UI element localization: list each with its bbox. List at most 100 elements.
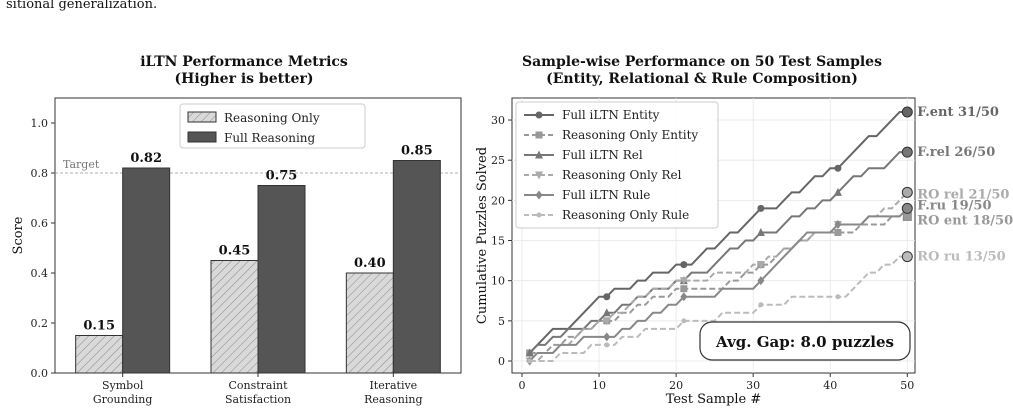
plot-frame: [511, 97, 916, 374]
y-tick-label: 25: [491, 154, 505, 167]
y-tick-label: 30: [491, 114, 505, 127]
y-axis-label: Cumulative Puzzles Solved: [475, 147, 490, 324]
x-tick-label: Satisfaction: [225, 393, 291, 406]
bar: [257, 185, 306, 374]
y-tick-label: 1.0: [31, 117, 49, 130]
y-tick-label: 0.0: [31, 367, 49, 380]
legend: [515, 101, 719, 229]
y-tick-label: 5: [498, 315, 505, 328]
x-tick-label: Iterative: [369, 379, 417, 392]
bar-value-label: 0.40: [354, 256, 386, 271]
legend-label: Full iLTN Entity: [562, 108, 660, 122]
series-end-marker: [901, 106, 913, 118]
legend-label: Reasoning Only Entity: [562, 128, 698, 142]
y-tick-label: 0.4: [31, 267, 49, 280]
x-axis-label: Test Sample #: [666, 392, 762, 407]
x-tick-label: Grounding: [93, 393, 153, 406]
series-marker: [535, 150, 543, 159]
bar: [122, 167, 171, 374]
legend-label: Reasoning Only: [224, 111, 320, 125]
chart-title-line1: Sample-wise Performance on 50 Test Sampl…: [522, 54, 882, 70]
series-marker: [834, 219, 842, 229]
series-end-label: RO rel 21/50: [917, 187, 1009, 202]
y-tick-label: 10: [491, 275, 505, 288]
chart-title-line1: iLTN Performance Metrics: [140, 54, 348, 70]
bar: [75, 335, 124, 374]
line-chart: Sample-wise Performance on 50 Test Sampl…: [475, 54, 1013, 407]
bar: [392, 160, 441, 374]
series-end-label: RO ent 18/50: [917, 213, 1013, 228]
series-marker: [536, 212, 542, 218]
series-marker: [757, 204, 765, 212]
bar-value-label: 0.75: [266, 169, 298, 184]
chart-title-line2: (Higher is better): [175, 71, 314, 87]
avg-gap-text: Avg. Gap: 8.0 puzzles: [715, 333, 894, 351]
x-tick-label: Reasoning: [364, 393, 422, 406]
series-marker: [535, 190, 543, 200]
series-line: [529, 255, 908, 362]
y-axis-label: Score: [11, 216, 26, 254]
y-tick-label: 0: [498, 355, 505, 368]
series-end-marker: [901, 251, 913, 263]
legend-swatch: [187, 111, 217, 123]
x-tick-label: Symbol: [102, 379, 144, 392]
series-marker: [535, 171, 543, 180]
series-marker: [757, 276, 765, 286]
series-marker: [525, 348, 534, 357]
series-line: [528, 111, 908, 354]
x-tick-label: 40: [823, 379, 837, 392]
series-marker: [603, 332, 611, 342]
series-end-marker: [901, 146, 913, 158]
series-marker: [680, 292, 688, 302]
series-line: [528, 151, 908, 354]
series-end-marker: [901, 186, 913, 198]
series-end-marker: [901, 202, 913, 214]
series-marker: [679, 277, 688, 286]
series-end-label: F.ent 31/50: [917, 105, 999, 120]
y-tick-label: 0.2: [31, 317, 49, 330]
chart-title-line2: (Entity, Relational & Rule Composition): [546, 71, 858, 87]
bar-value-label: 0.15: [83, 319, 115, 334]
series-marker: [756, 261, 765, 270]
x-tick-label: Constraint: [228, 379, 288, 392]
legend-swatch: [187, 131, 217, 143]
series-end-label: F.ru 19/50: [917, 198, 991, 213]
bar-chart: iLTN Performance Metrics (Higher is bett…: [11, 54, 462, 406]
series-marker: [756, 227, 765, 236]
bar-value-label: 0.85: [401, 144, 433, 159]
series-end-label: F.rel 26/50: [917, 145, 995, 160]
series-marker: [833, 187, 842, 196]
series-marker: [604, 342, 610, 348]
bar-value-label: 0.82: [130, 151, 162, 166]
caption-fragment: sitional generalization.: [6, 0, 158, 12]
series-marker: [835, 294, 841, 300]
series-marker: [602, 308, 611, 317]
y-tick-label: 20: [491, 194, 505, 207]
x-tick-label: 10: [592, 379, 606, 392]
legend-label: Reasoning Only Rel: [562, 168, 682, 182]
series-marker: [834, 164, 842, 172]
x-tick-label: 20: [669, 379, 683, 392]
series-marker: [681, 318, 687, 324]
series-marker: [680, 261, 688, 269]
avg-gap-annotation: [699, 321, 911, 361]
bar: [345, 272, 394, 374]
y-tick-label: 0.8: [31, 167, 49, 180]
series-marker: [535, 111, 543, 119]
target-label: Target: [63, 158, 100, 171]
series-marker: [834, 228, 842, 236]
series-marker: [602, 317, 611, 326]
legend-label: Full iLTN Rule: [562, 188, 650, 202]
series-end-label: RO ru 13/50: [917, 250, 1005, 265]
bar-value-label: 0.45: [219, 244, 251, 259]
series-marker: [758, 302, 764, 308]
legend-label: Full Reasoning: [224, 131, 316, 145]
series-marker: [535, 131, 543, 139]
series-marker: [680, 285, 688, 293]
y-tick-label: 0.6: [31, 217, 49, 230]
x-tick-label: 0: [519, 379, 526, 392]
series-marker: [603, 293, 611, 301]
y-tick-label: 15: [491, 235, 505, 248]
x-tick-label: 50: [900, 379, 914, 392]
bar: [210, 260, 259, 374]
